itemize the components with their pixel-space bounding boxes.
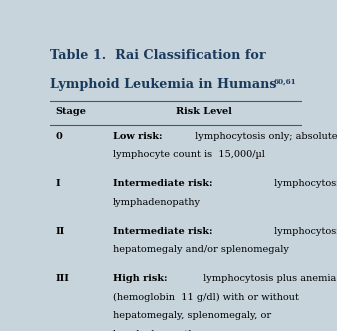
Text: III: III [55, 274, 69, 283]
Text: Lymphoid Leukemia in Humans: Lymphoid Leukemia in Humans [50, 78, 276, 91]
Text: lymphadenopathy: lymphadenopathy [113, 198, 201, 207]
Text: Low risk:: Low risk: [113, 132, 162, 141]
Text: High risk:: High risk: [113, 274, 167, 283]
Text: 60,61: 60,61 [273, 78, 296, 86]
Text: lymphocyte count is  15,000/µl: lymphocyte count is 15,000/µl [113, 150, 265, 159]
Text: Table 1.  Rai Classification for: Table 1. Rai Classification for [50, 49, 266, 62]
Text: 0: 0 [55, 132, 62, 141]
Text: lymphadenopathy: lymphadenopathy [113, 330, 201, 331]
Text: hepatomegaly, splenomegaly, or: hepatomegaly, splenomegaly, or [113, 311, 271, 320]
Text: lymphocytosis plus anemia: lymphocytosis plus anemia [201, 274, 337, 283]
Text: Intermediate risk:: Intermediate risk: [113, 226, 212, 236]
Text: Stage: Stage [55, 107, 86, 116]
Text: hepatomegaly and/or splenomegaly: hepatomegaly and/or splenomegaly [113, 245, 288, 254]
Text: II: II [55, 226, 64, 236]
Text: Risk Level: Risk Level [176, 107, 232, 116]
Text: I: I [55, 179, 60, 188]
Text: (hemoglobin  11 g/dl) with or without: (hemoglobin 11 g/dl) with or without [113, 293, 299, 302]
Text: Intermediate risk:: Intermediate risk: [113, 179, 212, 188]
Text: lymphocytosis plus: lymphocytosis plus [271, 226, 337, 236]
Text: lymphocytosis only; absolute: lymphocytosis only; absolute [192, 132, 337, 141]
Text: lymphocytosis plus: lymphocytosis plus [271, 179, 337, 188]
